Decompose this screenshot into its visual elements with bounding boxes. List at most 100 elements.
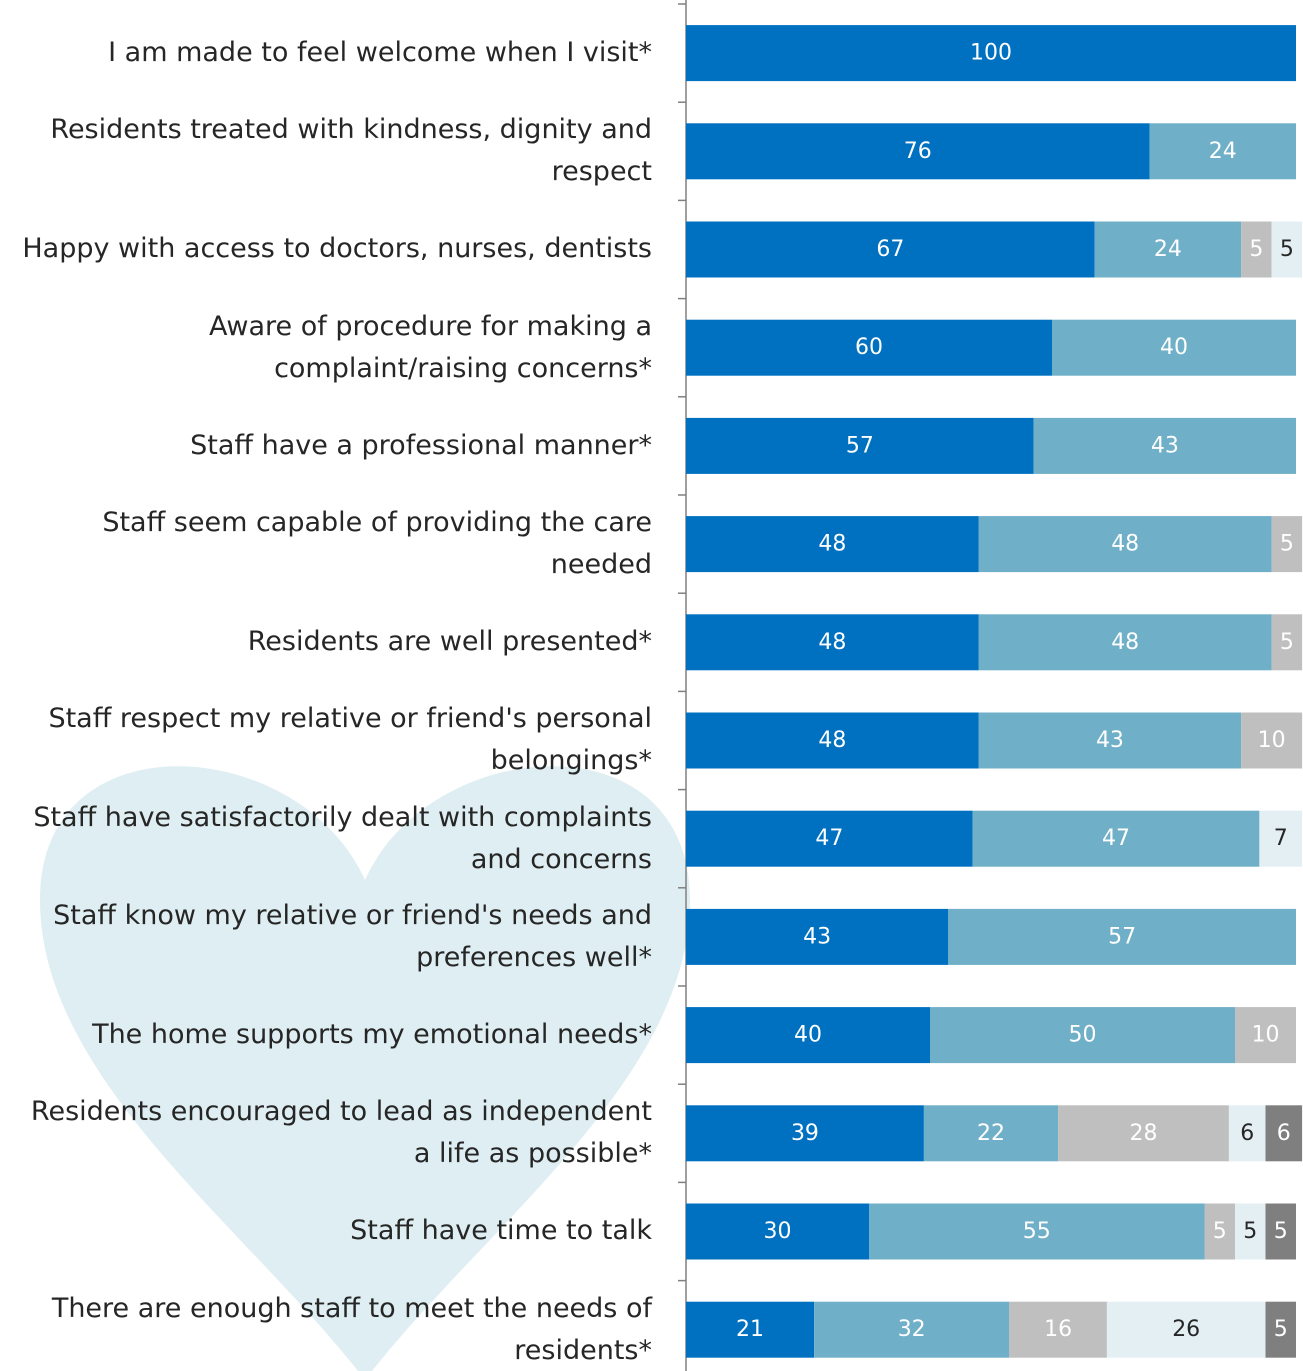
bar-segment	[686, 221, 1095, 278]
value-label: 24	[1209, 139, 1237, 164]
value-label: 40	[1160, 335, 1188, 360]
value-label: 48	[818, 532, 846, 557]
bar-segment	[686, 319, 1052, 376]
value-label: 48	[1111, 532, 1139, 557]
bar-segment	[686, 417, 1034, 474]
bar-segment	[1228, 1105, 1266, 1162]
category-text: Staff seem capable of providing the care…	[102, 507, 652, 581]
category-text: Residents are well presented*	[247, 626, 652, 658]
bar-segment	[1241, 712, 1303, 769]
value-label: 32	[898, 1317, 926, 1342]
bar-segment	[1204, 1203, 1235, 1260]
category-label: I am made to feel welcome when I visit*	[0, 4, 652, 102]
bar-segment	[1235, 1203, 1266, 1260]
value-label: 5	[1280, 630, 1294, 655]
value-label: 21	[736, 1317, 764, 1342]
category-label: Staff have satisfactorily dealt with com…	[0, 790, 652, 888]
value-label: 6	[1240, 1121, 1254, 1146]
value-label: 7	[1274, 826, 1288, 851]
value-label: 47	[1102, 826, 1130, 851]
bar-segment	[1094, 221, 1242, 278]
category-label: Residents treated with kindness, dignity…	[0, 102, 652, 200]
bar-segment	[686, 810, 973, 867]
value-label: 10	[1258, 728, 1286, 753]
value-label: 60	[855, 335, 883, 360]
heart-decoration	[40, 766, 690, 1371]
bar-segment	[1271, 614, 1303, 671]
bar-segment	[869, 1203, 1205, 1260]
bar-segment	[1033, 417, 1296, 474]
bar-segment	[1052, 319, 1296, 376]
value-label: 48	[818, 728, 846, 753]
bar-segment	[814, 1301, 1010, 1358]
value-label: 57	[1108, 924, 1136, 949]
category-label: Residents are well presented*	[0, 593, 652, 691]
bar-segment	[1009, 1301, 1107, 1358]
value-label: 16	[1044, 1317, 1072, 1342]
bar-segment	[686, 1203, 869, 1260]
bar-segment	[1149, 123, 1296, 180]
value-label: 28	[1130, 1121, 1158, 1146]
value-label: 10	[1252, 1023, 1280, 1048]
value-label: 6	[1277, 1121, 1291, 1146]
category-text: Happy with access to doctors, nurses, de…	[22, 233, 652, 265]
category-text: Staff have satisfactorily dealt with com…	[33, 801, 652, 875]
bar-segment	[686, 516, 979, 573]
category-label: Happy with access to doctors, nurses, de…	[0, 200, 652, 298]
value-label: 5	[1280, 237, 1294, 262]
value-label: 48	[818, 630, 846, 655]
bar-segment	[686, 1007, 930, 1064]
category-text: Staff have a professional manner*	[190, 429, 652, 461]
category-label: Aware of procedure for making a complain…	[0, 299, 652, 397]
category-text: Residents treated with kindness, dignity…	[50, 114, 652, 188]
value-label: 67	[876, 237, 904, 262]
category-label: The home supports my emotional needs*	[0, 986, 652, 1084]
bar-segment	[1265, 1203, 1296, 1260]
value-label: 5	[1243, 1219, 1257, 1244]
bar-segment	[686, 712, 979, 769]
bar-segment	[686, 1105, 924, 1162]
value-label: 22	[977, 1121, 1005, 1146]
category-label: Staff have a professional manner*	[0, 397, 652, 495]
category-text: Staff respect my relative or friend's pe…	[48, 703, 652, 777]
bar-segment	[923, 1105, 1059, 1162]
bar-segment	[978, 516, 1272, 573]
value-label: 57	[846, 433, 874, 458]
value-label: 43	[1096, 728, 1124, 753]
value-label: 50	[1069, 1023, 1097, 1048]
value-label: 5	[1274, 1317, 1288, 1342]
bar-segment	[1265, 1301, 1296, 1358]
value-label: 76	[904, 139, 932, 164]
bar-segment	[686, 123, 1150, 180]
value-label: 5	[1274, 1219, 1288, 1244]
value-label: 43	[1151, 433, 1179, 458]
category-label: Staff respect my relative or friend's pe…	[0, 691, 652, 789]
bar-segment	[1241, 221, 1272, 278]
bar-segment	[1235, 1007, 1296, 1064]
category-text: There are enough staff to meet the needs…	[51, 1292, 652, 1366]
category-label: Staff have time to talk	[0, 1182, 652, 1280]
bar-segment	[686, 614, 979, 671]
category-label: Staff know my relative or friend's needs…	[0, 888, 652, 986]
bar-segment	[978, 614, 1272, 671]
category-label: Residents encouraged to lead as independ…	[0, 1084, 652, 1182]
bar-segment	[1265, 1105, 1303, 1162]
value-label: 5	[1280, 532, 1294, 557]
bar-segment	[930, 1007, 1235, 1064]
bar-segment	[978, 712, 1242, 769]
value-label: 40	[794, 1023, 822, 1048]
category-label: There are enough staff to meet the needs…	[0, 1281, 652, 1371]
category-text: Residents encouraged to lead as independ…	[30, 1096, 652, 1170]
bar-segment	[972, 810, 1260, 867]
value-label: 100	[970, 41, 1012, 66]
category-text: I am made to feel welcome when I visit*	[108, 37, 652, 69]
value-label: 47	[815, 826, 843, 851]
category-label: Staff seem capable of providing the care…	[0, 495, 652, 593]
value-label: 55	[1023, 1219, 1051, 1244]
category-text: Staff have time to talk	[350, 1215, 652, 1247]
value-label: 43	[803, 924, 831, 949]
value-label: 48	[1111, 630, 1139, 655]
bar-segment	[1271, 516, 1303, 573]
value-label: 39	[791, 1121, 819, 1146]
